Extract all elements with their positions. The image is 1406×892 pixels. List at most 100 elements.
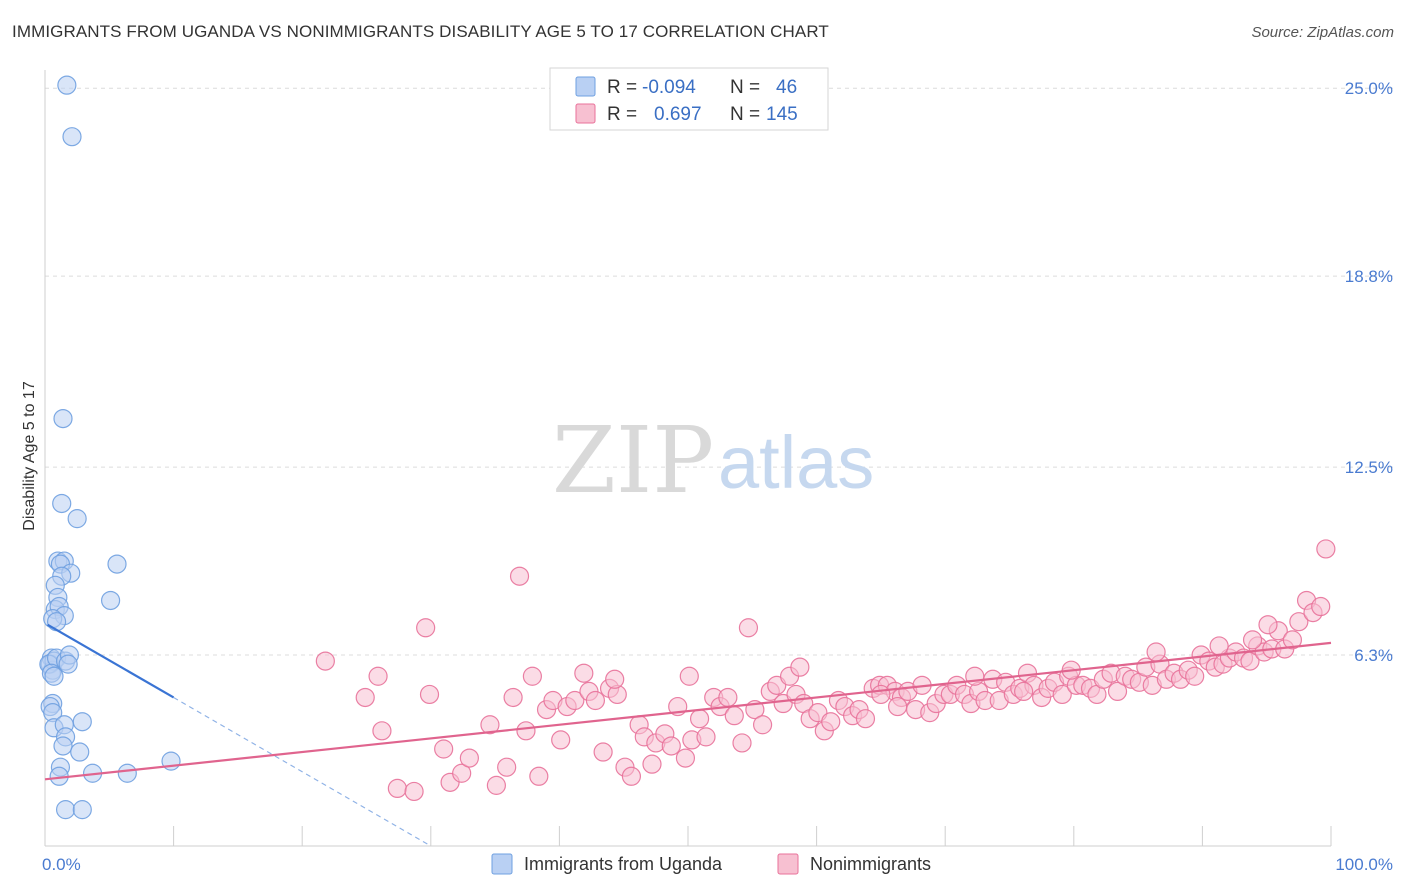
y-tick-label: 18.8% xyxy=(1345,267,1393,286)
uganda-point xyxy=(53,408,73,429)
nonimmigrants-point xyxy=(605,669,625,689)
nonimmigrants-point xyxy=(621,766,642,786)
nonimmigrants-point xyxy=(1107,681,1128,702)
nonimmigrants-point xyxy=(387,778,407,799)
legend-swatch-nonimmigrants xyxy=(575,103,596,124)
uganda-point xyxy=(72,712,92,732)
nonimmigrants-point xyxy=(368,666,388,686)
nonimmigrants-point xyxy=(1014,681,1034,702)
legend-n-label-nonimmigrants: N = xyxy=(730,104,760,125)
bottom-legend-swatch-nonimmigrants xyxy=(777,853,799,875)
chart-title: IMMIGRANTS FROM UGANDA VS NONIMMIGRANTS … xyxy=(12,22,829,41)
watermark-atlas: atlas xyxy=(718,421,874,504)
legend-box xyxy=(549,67,829,131)
x-tick-label-start: 0.0% xyxy=(42,855,81,874)
uganda-point xyxy=(46,612,67,632)
legend-r-label-uganda: R = xyxy=(607,77,637,98)
nonimmigrants-point xyxy=(965,666,985,686)
legend-n-nonimmigrants: 145 xyxy=(766,104,798,125)
nonimmigrants-point xyxy=(790,657,810,677)
watermark-zip: ZIP xyxy=(552,407,714,514)
nonimmigrants-point xyxy=(675,748,696,768)
legend-n-label-uganda: N = xyxy=(730,77,760,98)
nonimmigrants-point xyxy=(679,666,699,686)
nonimmigrants-point xyxy=(738,618,759,638)
nonimmigrants-point xyxy=(696,727,716,747)
nonimmigrants-point xyxy=(871,684,891,705)
nonimmigrants-point xyxy=(509,566,530,586)
uganda-points xyxy=(39,75,181,820)
y-axis-label: Disability Age 5 to 17 xyxy=(21,381,38,531)
y-tick-label: 6.3% xyxy=(1354,646,1393,665)
uganda-point xyxy=(117,763,137,783)
nonimmigrants-point xyxy=(752,715,773,735)
nonimmigrants-point xyxy=(404,781,424,802)
trend-lines xyxy=(44,623,1332,847)
nonimmigrants-point xyxy=(718,687,738,708)
nonimmigrants-point xyxy=(689,709,710,729)
watermark: ZIP atlas xyxy=(552,407,874,514)
nonimmigrants-point xyxy=(888,696,908,717)
nonimmigrants-point xyxy=(1316,539,1336,559)
source-label: Source: ZipAtlas.com xyxy=(1251,24,1394,41)
legend-swatch-uganda xyxy=(575,76,596,97)
nonimmigrants-point xyxy=(372,721,392,741)
nonimmigrants-point xyxy=(529,766,549,786)
nonimmigrants-point xyxy=(732,733,752,753)
nonimmigrants-point xyxy=(1311,596,1331,617)
bottom-legend-swatch-uganda xyxy=(491,853,513,875)
nonimmigrants-point xyxy=(355,687,375,708)
legend-r-nonimmigrants: 0.697 xyxy=(654,104,702,125)
y-tick-label: 12.5% xyxy=(1345,458,1393,477)
uganda-point xyxy=(100,590,121,611)
nonimmigrants-point xyxy=(522,666,542,686)
nonimmigrants-point xyxy=(315,651,335,671)
uganda-point xyxy=(55,800,76,820)
nonimmigrants-point xyxy=(855,709,876,729)
uganda-point xyxy=(58,654,78,674)
nonimmigrants-trend-line xyxy=(44,641,1332,781)
nonimmigrants-point xyxy=(486,775,506,795)
nonimmigrants-point xyxy=(574,663,594,683)
nonimmigrants-point xyxy=(416,618,436,638)
y-tick-labels: 6.3% 12.5% 18.8% 25.0% xyxy=(1345,79,1393,665)
legend-r-uganda: -0.094 xyxy=(642,77,696,98)
uganda-trend-extension xyxy=(173,696,432,847)
nonimmigrants-point xyxy=(1146,642,1166,662)
legend-n-uganda: 46 xyxy=(776,77,797,98)
nonimmigrants-point xyxy=(585,690,606,711)
nonimmigrants-point xyxy=(1052,684,1072,705)
uganda-point xyxy=(53,736,73,756)
nonimmigrants-point xyxy=(593,742,613,762)
uganda-point xyxy=(57,75,77,95)
nonimmigrants-point xyxy=(1185,666,1205,686)
x-tick-labels: 0.0% 100.0% xyxy=(42,855,1393,874)
uganda-trend-line xyxy=(47,623,175,699)
nonimmigrants-point xyxy=(565,690,585,711)
uganda-point xyxy=(72,800,92,820)
legend-r-label-nonimmigrants: R = xyxy=(607,104,637,125)
nonimmigrants-point xyxy=(497,757,517,777)
bottom-legend-label-nonimmigrants: Nonimmigrants xyxy=(810,854,931,874)
nonimmigrants-point xyxy=(516,721,536,741)
nonimmigrants-point xyxy=(1209,636,1229,656)
grid-lines xyxy=(45,87,1395,656)
uganda-point xyxy=(44,666,64,686)
nonimmigrants-points xyxy=(315,539,1336,802)
series-legend: Immigrants from Uganda Nonimmigrants xyxy=(491,853,931,875)
uganda-point xyxy=(52,493,72,514)
uganda-point xyxy=(62,127,82,147)
nonimmigrants-point xyxy=(1242,630,1263,650)
uganda-point xyxy=(67,509,87,529)
nonimmigrants-point xyxy=(503,687,523,708)
nonimmigrants-point xyxy=(419,684,440,705)
nonimmigrants-point xyxy=(821,712,841,732)
y-tick-label: 25.0% xyxy=(1345,79,1393,98)
nonimmigrants-point xyxy=(551,730,571,750)
nonimmigrants-point xyxy=(642,754,662,774)
nonimmigrants-point xyxy=(452,763,472,783)
nonimmigrants-point xyxy=(724,706,744,726)
bottom-legend-label-uganda: Immigrants from Uganda xyxy=(524,854,723,874)
uganda-point xyxy=(107,554,127,574)
